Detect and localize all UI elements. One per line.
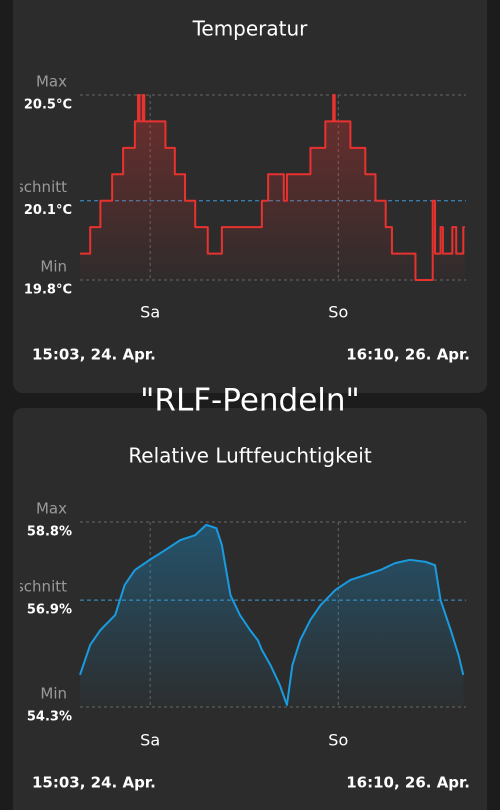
x-tick-label: Sa	[140, 731, 160, 750]
range-end: 16:10, 26. Apr.	[346, 774, 470, 792]
y-tick-name: Durchschnitt	[0, 178, 67, 196]
caption: "RLF-Pendeln"	[140, 383, 360, 419]
range-end: 16:10, 26. Apr.	[346, 346, 470, 364]
area	[80, 524, 464, 707]
x-tick-label: So	[328, 731, 348, 750]
y-tick-name: Max	[36, 500, 67, 518]
line	[80, 94, 465, 281]
chart-title: Relative Luftfeuchtigkeit	[128, 444, 372, 468]
area	[80, 95, 465, 280]
x-tick-label: So	[328, 303, 348, 322]
y-tick-label: 20.1°C	[24, 203, 72, 218]
card	[13, 408, 487, 810]
y-tick-label: 58.8%	[27, 525, 72, 540]
card	[13, 0, 487, 393]
y-tick-name: Durchschnitt	[0, 578, 67, 596]
y-tick-label: 54.3%	[27, 710, 72, 725]
y-tick-name: Min	[40, 258, 67, 276]
chart-title: Temperatur	[192, 17, 309, 41]
y-tick-label: 19.8°C	[24, 283, 72, 298]
y-tick-name: Min	[40, 685, 67, 703]
line	[79, 523, 465, 706]
range-start: 15:03, 24. Apr.	[32, 346, 156, 364]
y-tick-label: 20.5°C	[24, 98, 72, 113]
range-start: 15:03, 24. Apr.	[32, 774, 156, 792]
x-tick-label: Sa	[140, 303, 160, 322]
y-tick-label: 56.9%	[27, 603, 72, 618]
y-tick-name: Max	[36, 73, 67, 91]
